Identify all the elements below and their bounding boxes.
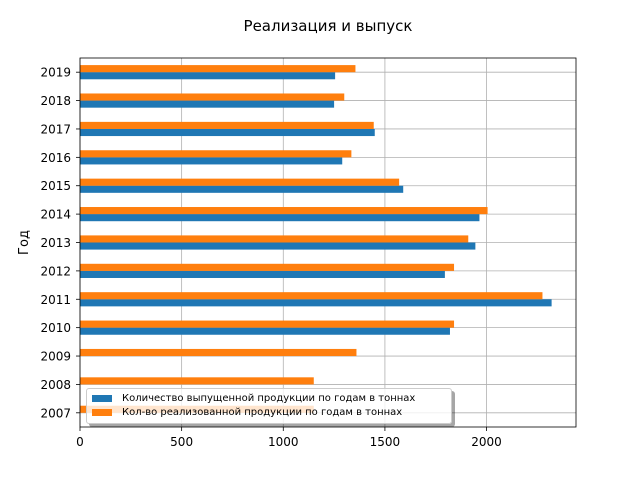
bar-sold — [80, 121, 374, 129]
bar-sold — [80, 65, 356, 73]
y-tick-label: 2012 — [40, 264, 71, 278]
bar-sold — [80, 292, 543, 300]
x-tick-label: 0 — [76, 435, 84, 449]
bar-produced — [80, 157, 343, 165]
y-tick-label: 2017 — [40, 122, 71, 136]
legend-entry-produced: Количество выпущенной продукции по годам… — [92, 391, 415, 405]
plot-frame — [79, 57, 577, 428]
y-tick-label: 2010 — [40, 321, 71, 335]
y-tick-label: 2011 — [40, 293, 71, 307]
bar-sold — [80, 93, 345, 101]
legend-label-sold: Кол-во реализованной продукции по годам … — [122, 406, 403, 418]
y-tick-label: 2013 — [40, 236, 71, 250]
bar-produced — [80, 214, 480, 222]
y-tick-label: 2014 — [40, 208, 71, 222]
y-tick-label: 2007 — [40, 406, 71, 420]
y-axis-label: Год — [17, 230, 32, 255]
bar-sold — [80, 207, 488, 215]
y-tick-label: 2016 — [40, 151, 71, 165]
y-tick-label: 2009 — [40, 350, 71, 364]
bar-produced — [80, 128, 375, 137]
x-tick-label: 1000 — [268, 435, 299, 449]
y-tick-label: 2018 — [40, 94, 71, 108]
bar-sold — [80, 377, 314, 385]
y-tick-label: 2019 — [40, 66, 71, 80]
bar-sold — [80, 235, 469, 243]
legend-swatch-sold — [92, 408, 112, 416]
chart-title: Реализация и выпуск — [244, 17, 413, 35]
bar-sold — [80, 320, 455, 328]
y-tick-label: 2008 — [40, 378, 71, 392]
bar-produced — [80, 299, 552, 307]
x-tick-label: 2000 — [471, 435, 502, 449]
bar-sold — [80, 263, 455, 271]
legend-swatch-produced — [92, 394, 112, 402]
bar-produced — [80, 72, 336, 80]
bar-produced — [80, 100, 335, 108]
bar-sold — [80, 348, 357, 357]
x-tick-label: 1500 — [370, 435, 401, 449]
bar-sold — [80, 178, 400, 186]
legend-label-produced: Количество выпущенной продукции по годам… — [122, 392, 416, 404]
bar-produced — [80, 270, 445, 278]
legend: Количество выпущенной продукции по годам… — [86, 388, 452, 424]
x-tick-label: 500 — [170, 435, 193, 449]
y-tick-label: 2015 — [40, 179, 71, 193]
bar-produced — [80, 327, 450, 335]
legend-entry-sold: Кол-во реализованной продукции по годам … — [92, 405, 402, 419]
bar-produced — [80, 185, 404, 193]
bar-produced — [80, 242, 476, 250]
bar-sold — [80, 150, 352, 158]
